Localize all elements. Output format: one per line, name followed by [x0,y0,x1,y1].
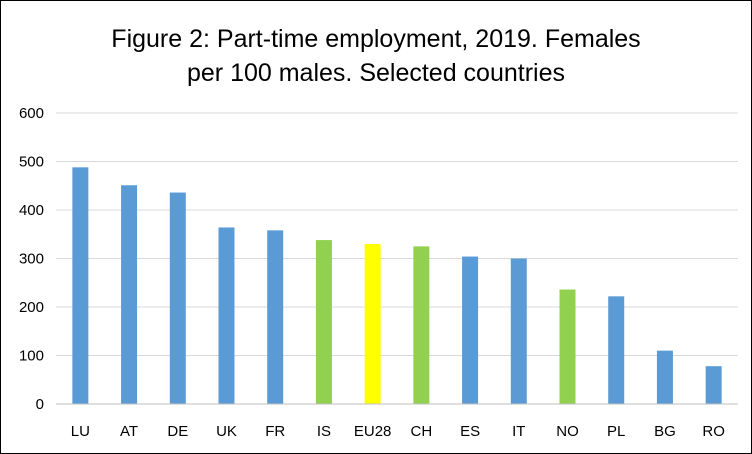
bar-de [169,192,186,404]
bar-lu [72,167,89,404]
bar-uk [218,227,235,404]
bar-bg [656,350,673,404]
chart-title-line-1: Figure 2: Part-time employment, 2019. Fe… [111,25,641,53]
x-tick-label: IT [512,423,525,440]
y-tick-label: 100 [19,348,44,365]
x-tick-label: IS [317,423,331,440]
y-tick-label: 0 [36,396,44,413]
y-tick-label: 600 [19,105,44,122]
chart-title-line-2: per 100 males. Selected countries [187,59,565,87]
x-tick-label: AT [120,423,138,440]
y-tick-label: 200 [19,299,44,316]
x-tick-label: EU28 [354,423,392,440]
bar-fr [267,230,284,404]
bars [72,167,722,404]
x-tick-label: CH [411,423,433,440]
bar-no [559,289,576,404]
bar-it [510,258,527,404]
x-tick-label: NO [556,423,579,440]
x-tick-label: RO [702,423,725,440]
bar-pl [608,296,625,404]
x-tick-label: FR [265,423,285,440]
x-tick-label: PL [607,423,625,440]
chart-title: Figure 2: Part-time employment, 2019. Fe… [0,22,752,90]
x-tick-label: ES [460,423,480,440]
gridlines [56,112,738,356]
bar-is [315,240,332,404]
bar-eu28 [364,243,381,404]
x-axis-tick-labels: LU AT DE UK FR IS EU28 CH ES IT NO PL BG RO [71,423,725,440]
y-tick-label: 400 [19,202,44,219]
bar-es [462,256,479,404]
y-tick-label: 500 [19,154,44,171]
x-tick-label: UK [216,423,237,440]
y-tick-label: 300 [19,251,44,268]
x-tick-label: DE [167,423,188,440]
bar-at [121,185,138,404]
bar-ro [705,366,722,404]
x-tick-label: BG [654,423,676,440]
x-tick-label: LU [71,423,90,440]
bar-ch [413,246,430,404]
y-axis-tick-labels: 0 100 200 300 400 500 600 [19,105,44,413]
